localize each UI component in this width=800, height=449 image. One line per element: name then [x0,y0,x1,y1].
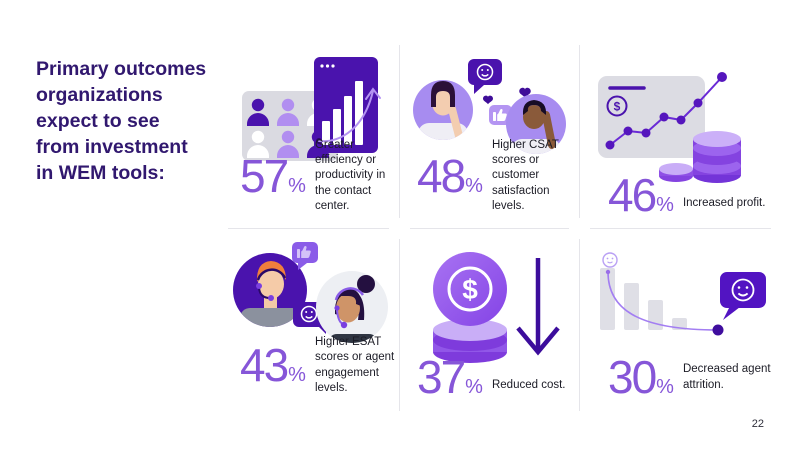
declining-bars-illustration [600,252,766,336]
happy-customers-illustration [413,59,566,154]
coin-stack-icon [693,131,741,183]
coin-stack-icon [659,163,693,182]
divider [228,228,389,229]
person-icon [277,130,299,158]
stat-value: 57 [240,149,289,202]
svg-text:$: $ [462,274,478,305]
thumbs-up-icon [292,242,318,270]
profit-chart-coins-illustration: $ [598,72,741,183]
stat-value-group: 30 % [608,351,674,403]
stat-value-group: 46 % [608,169,674,221]
stat-value-group: 43 % [240,339,306,392]
stat-panel-esat: 43 % Higher ESAT scores or agent engagem… [228,228,400,412]
bar-chart-card-icon [314,57,378,153]
report-card [598,76,705,158]
percent-sign: % [465,174,483,197]
dollar-coin-down-arrow-illustration: $ [433,252,560,363]
person-icon [247,130,269,158]
stat-value: 30 [608,351,657,403]
curve-end-dot [712,324,724,336]
person-icon [247,98,269,126]
stat-value: 46 [608,169,657,221]
stat-description: Increased profit. [682,196,766,209]
divider [410,228,569,229]
coin-stack-icon [433,319,507,363]
divider [399,45,400,218]
dollar-coin-icon: $ [606,95,628,117]
heart-icon [483,95,493,105]
stat-value: 37 [417,351,466,403]
smiley-bubble-icon [468,59,502,94]
stat-value-group: 57 % [240,149,306,202]
title-line: expect to see [36,110,160,132]
decline-curve [607,271,719,331]
percent-sign: % [288,364,306,387]
agents-headsets-illustration [233,242,388,343]
growth-arrow-icon [316,87,381,144]
divider [399,239,400,411]
stat-panel-cost: $ 37 % Reduced cost. [400,228,580,412]
stat-value: 43 [240,339,289,392]
percent-sign: % [656,376,674,398]
title-line: from investment [36,136,188,158]
stat-value: 48 [417,149,466,202]
down-arrow-icon [516,258,560,356]
stat-panel-attrition: 30 % Decreased agent attrition. [580,228,772,412]
customer-avatar [506,94,566,154]
smiley-bubble-icon [720,272,766,320]
stat-panel-efficiency: 57 % Greater efficiency or productivity … [228,45,400,228]
smiley-start-icon [602,252,618,268]
divider [590,228,771,229]
stat-description: Reduced cost. [491,378,566,391]
stat-panel-csat: 48 % Higher CSAT scores or customer sati… [400,45,580,228]
person-icon [277,98,299,126]
percent-sign: % [465,376,483,398]
thumbs-up-icon [489,105,512,125]
stat-panel-profit: $ 46 % [580,45,772,228]
stat-description: Greater efficiency or productivity in th… [314,139,386,212]
dollar-coin-icon: $ [433,252,507,326]
title-line: in WEM tools: [36,162,165,184]
declining-bar-chart-icon [600,268,687,330]
stat-description: Higher ESAT scores or agent engagement l… [314,336,395,394]
divider [579,239,580,411]
team-grid-growth-chart-illustration [242,57,381,161]
slide-title: Primary outcomes organizations expect to… [36,56,231,186]
divider [579,45,580,218]
customer-avatar [413,80,473,140]
line-chart-icon [605,72,727,150]
stat-description: Decreased agent attrition. [682,363,771,391]
stat-value-group: 37 % [417,351,483,403]
agent-avatar [316,271,388,343]
percent-sign: % [288,174,306,197]
stat-value-group: 48 % [417,149,483,202]
page-number: 22 [751,418,764,430]
percent-sign: % [656,194,674,216]
stat-description: Higher CSAT scores or customer satisfact… [491,139,559,212]
curve-start-dot [605,269,611,275]
svg-text:$: $ [614,100,621,114]
title-line: Primary outcomes [36,58,207,80]
title-line: organizations [36,84,163,106]
heart-icon [519,87,531,98]
